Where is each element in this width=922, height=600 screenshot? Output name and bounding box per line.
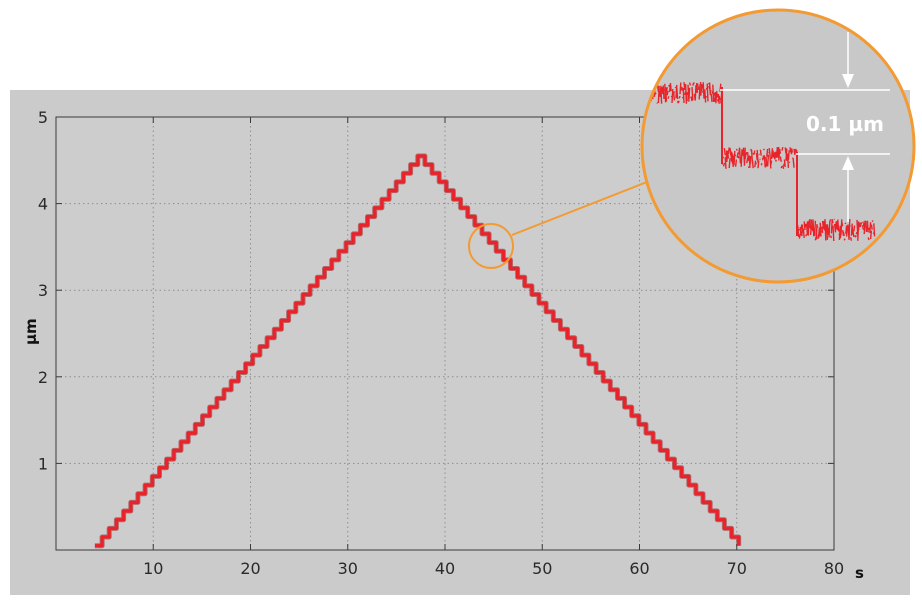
y-tick-label: 3 bbox=[38, 281, 48, 300]
x-tick-label: 10 bbox=[143, 559, 163, 578]
x-tick-label: 50 bbox=[532, 559, 552, 578]
x-tick-label: 40 bbox=[435, 559, 455, 578]
series-layer bbox=[94, 153, 742, 549]
dim-arrow-top-head bbox=[842, 74, 854, 88]
x-tick-label: 70 bbox=[727, 559, 747, 578]
x-tick-label: 30 bbox=[338, 559, 358, 578]
x-tick-label: 60 bbox=[629, 559, 649, 578]
zoom-connector bbox=[511, 179, 653, 236]
dim-arrow-bottom-head bbox=[842, 156, 854, 170]
zoom-border bbox=[640, 8, 916, 284]
step-size-label: 0.1 µm bbox=[806, 112, 884, 136]
y-tick-label: 2 bbox=[38, 368, 48, 387]
x-axis-label: s bbox=[855, 564, 864, 582]
y-tick-label: 4 bbox=[38, 195, 48, 214]
highlight-circle bbox=[468, 223, 514, 269]
tick-labels: 10 20 30 40 50 60 70 80 1 2 3 4 5 bbox=[38, 108, 844, 578]
x-tick-label: 80 bbox=[824, 559, 844, 578]
y-axis-label: µm bbox=[22, 318, 40, 345]
y-tick-label: 1 bbox=[38, 454, 48, 473]
y-tick-label: 5 bbox=[38, 108, 48, 127]
x-tick-label: 20 bbox=[240, 559, 260, 578]
series-line bbox=[94, 154, 741, 548]
zoom-inset: 0.1 µm bbox=[640, 8, 916, 284]
